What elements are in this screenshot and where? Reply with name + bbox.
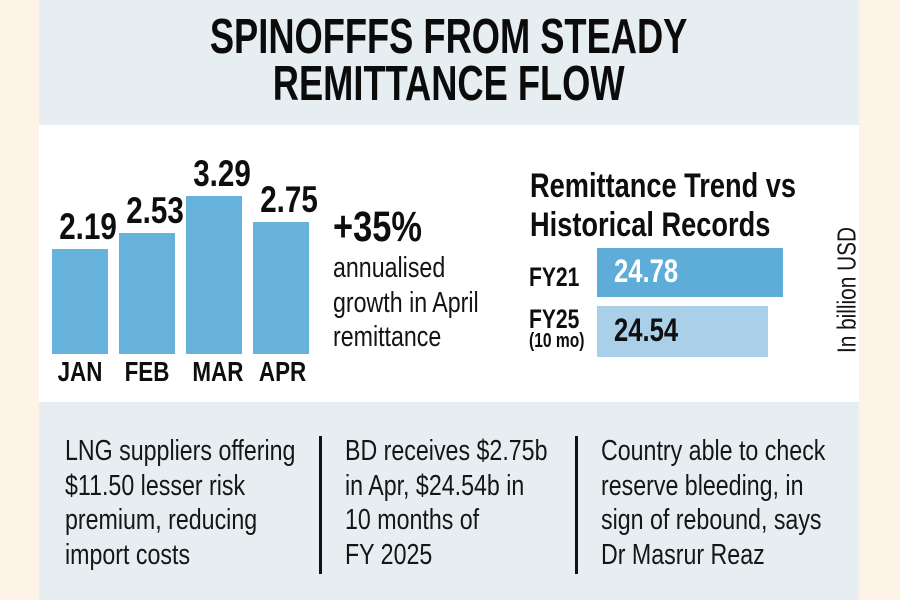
card-line: premium, reducing <box>65 504 258 536</box>
trend-chart-title: Remittance Trend vs Historical Records <box>530 167 863 245</box>
card-line: BD receives $2.75b <box>345 435 548 467</box>
fy25-bar: 24.54 <box>597 306 768 357</box>
bar-label-mar: MAR <box>192 356 244 387</box>
trend-title-line-1: Remittance Trend vs <box>530 167 797 205</box>
growth-annotation: +35% annualised growth in April remittan… <box>333 203 515 355</box>
footer-card-lng: LNG suppliers offering $11.50 lesser ris… <box>65 434 353 572</box>
bar-value-apr: 2.75 <box>260 179 318 220</box>
fy21-label: FY21 <box>529 262 580 292</box>
bar-apr <box>253 222 309 354</box>
growth-headline: +35% <box>333 203 422 251</box>
card-line: reserve bleeding, in <box>601 469 804 502</box>
bar-label-feb: FEB <box>124 356 170 387</box>
footer-card-reserves: Country able to check reserve bleeding, … <box>601 434 881 572</box>
card-line: Dr Masrur Reaz <box>601 538 765 571</box>
card-line: Country able to check <box>601 435 826 467</box>
card-divider-2 <box>575 436 578 574</box>
bar-feb <box>119 233 175 354</box>
bar-value-feb: 2.53 <box>126 190 184 231</box>
axis-unit-label: In billion USD <box>831 226 862 354</box>
bar-jan <box>52 249 108 354</box>
card-line: LNG suppliers offering <box>65 435 296 467</box>
fy25-label: FY25 <box>529 304 580 334</box>
footer-panel <box>39 402 859 600</box>
fy25-value: 24.54 <box>614 311 679 348</box>
bar-label-apr: APR <box>258 356 307 387</box>
card-line: import costs <box>65 538 191 571</box>
bar-label-jan: JAN <box>57 356 103 387</box>
page-title-line-2: REMITTANCE FLOW <box>273 57 625 111</box>
fy21-bar: 24.78 <box>597 248 783 297</box>
card-line: 10 months of <box>345 504 480 536</box>
card-line: sign of rebound, says <box>601 504 822 536</box>
bar-value-jan: 2.19 <box>59 206 117 247</box>
growth-line-2: growth in April <box>333 286 479 319</box>
page-title-line-1: SPINOFFFS FROM STEADY <box>210 10 688 64</box>
page-title: SPINOFFFS FROM STEADY REMITTANCE FLOW <box>39 10 859 111</box>
card-line: $11.50 lesser risk <box>65 469 246 502</box>
card-divider-1 <box>319 436 322 574</box>
card-line: FY 2025 <box>345 538 433 571</box>
trend-title-line-2: Historical Records <box>530 206 771 244</box>
header-panel: SPINOFFFS FROM STEADY REMITTANCE FLOW <box>39 0 859 125</box>
fy21-value: 24.78 <box>614 252 679 289</box>
footer-card-receipts: BD receives $2.75b in Apr, $24.54b in 10… <box>345 434 598 572</box>
growth-line-1: annualised <box>333 252 446 284</box>
bar-value-mar: 3.29 <box>193 153 251 194</box>
growth-line-3: remittance <box>333 321 442 353</box>
bar-mar <box>186 196 242 354</box>
card-line: in Apr, $24.54b in <box>345 469 525 502</box>
fy25-sublabel: (10 mo) <box>529 330 585 352</box>
